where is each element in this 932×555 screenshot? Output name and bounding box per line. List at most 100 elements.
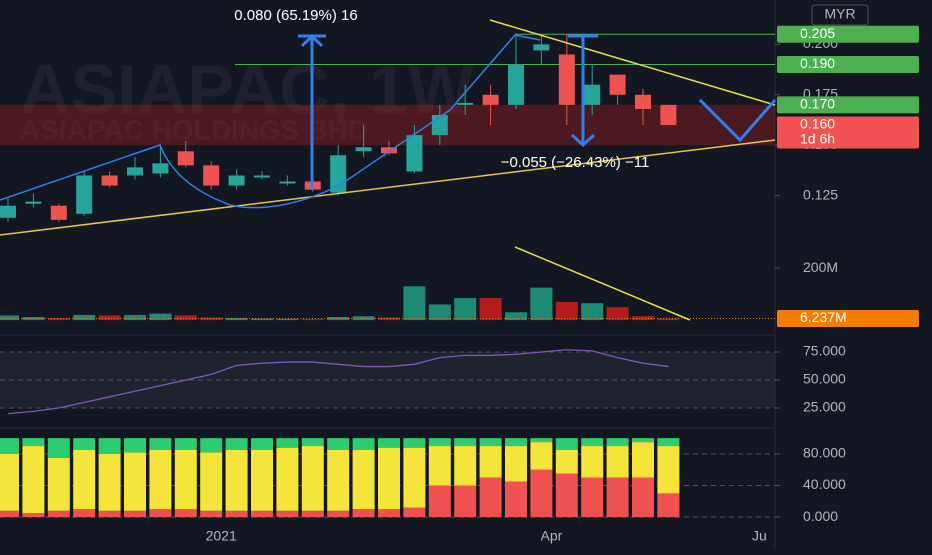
y-tick-label: 75.000 <box>803 343 846 359</box>
zone <box>0 104 775 146</box>
candle-body <box>457 102 474 105</box>
stack-segment <box>149 509 172 518</box>
stack-segment <box>73 509 96 518</box>
volume-bar <box>505 312 527 321</box>
volume-bar <box>225 318 248 321</box>
candle-body <box>228 175 245 186</box>
y-tick-label: 25.000 <box>803 399 846 415</box>
stack-segment <box>98 438 121 454</box>
stack-segment <box>47 510 70 518</box>
drawing-line <box>0 34 541 209</box>
stack-segment <box>657 446 680 494</box>
candle-body <box>609 74 626 95</box>
stack-segment <box>0 510 19 518</box>
stack-segment <box>454 438 477 447</box>
stack-segment <box>378 447 400 510</box>
stack-segment <box>403 507 426 518</box>
stack-segment <box>0 453 19 511</box>
stack-segment <box>149 438 172 450</box>
volume-bar <box>73 314 96 321</box>
x-tick-label: Ju <box>752 528 767 544</box>
stack-segment <box>530 442 553 470</box>
stack-segment <box>98 453 121 511</box>
volume-bar <box>606 307 629 321</box>
volume-bar <box>0 315 19 321</box>
volume-bar <box>276 318 299 321</box>
volume-bar <box>200 317 223 321</box>
stack-segment <box>47 438 70 458</box>
stack-segment <box>73 438 96 450</box>
volume-bar <box>47 318 70 321</box>
stack-segment <box>479 438 502 447</box>
price-label: 0.190 <box>800 55 835 71</box>
volume-bar <box>149 313 172 321</box>
stack-segment <box>606 438 629 447</box>
stack-segment <box>327 450 350 511</box>
volume-bar <box>174 315 197 321</box>
stack-segment <box>505 446 527 482</box>
price-label: 0.205 <box>800 25 835 41</box>
volume-bar <box>301 319 324 321</box>
stack-segment <box>225 450 248 511</box>
stack-segment <box>200 438 223 453</box>
stack-segment <box>428 438 451 447</box>
stack-segment <box>47 457 70 511</box>
stack-segment <box>327 510 350 518</box>
price-badge <box>777 116 919 149</box>
volume-bar <box>530 287 553 321</box>
price-badge <box>777 309 919 327</box>
stack-segment <box>124 510 146 518</box>
stack-segment <box>378 509 400 518</box>
trendline <box>514 246 691 321</box>
candle-body <box>254 175 270 178</box>
stack-segment <box>73 450 96 510</box>
stack-segment <box>225 438 248 450</box>
y-tick-label: 0.125 <box>803 186 838 202</box>
y-tick-label: 50.000 <box>803 371 846 387</box>
candle-body <box>279 181 296 184</box>
price-badge <box>777 96 919 114</box>
stack-segment <box>606 446 629 478</box>
candle-body <box>381 147 397 154</box>
stack-segment <box>0 438 19 454</box>
rsi-line <box>7 349 669 415</box>
volume-bar <box>581 303 604 321</box>
stack-segment <box>352 450 375 510</box>
stack-segment <box>555 473 578 518</box>
candle-body <box>127 167 143 176</box>
volume-bar <box>327 316 350 321</box>
candle-body <box>76 175 93 214</box>
stack-segment <box>301 438 324 447</box>
stack-segment <box>327 438 350 450</box>
candle-body <box>508 64 524 105</box>
x-tick-label: Apr <box>541 528 563 544</box>
price-badge <box>777 25 919 43</box>
price-label: 0.160 <box>800 116 835 132</box>
candle-body <box>101 175 118 186</box>
stack-segment <box>555 438 578 450</box>
stack-segment <box>352 509 375 518</box>
band <box>0 351 775 409</box>
stack-segment <box>505 481 527 518</box>
stack-segment <box>174 450 197 510</box>
stack-segment <box>251 450 273 511</box>
stack-segment <box>276 438 299 448</box>
annotation: 0.080 (65.19%) 16 <box>234 7 357 24</box>
candle-body <box>482 94 499 105</box>
annotation: −0.055 (−26.43%) −11 <box>501 154 650 171</box>
currency-box[interactable] <box>811 4 869 26</box>
stack-segment <box>251 510 273 518</box>
stack-segment <box>225 510 248 518</box>
stack-segment <box>352 438 375 450</box>
projection <box>698 98 777 143</box>
candle-body <box>152 163 169 174</box>
stack-segment <box>581 477 604 518</box>
candle-body <box>431 114 448 136</box>
countdown: 1d 6h <box>800 131 835 147</box>
currency[interactable]: MYR <box>824 6 855 22</box>
stack-segment <box>174 509 197 518</box>
stack-segment <box>581 438 604 447</box>
drawings <box>0 19 777 321</box>
stack-segment <box>479 477 502 518</box>
